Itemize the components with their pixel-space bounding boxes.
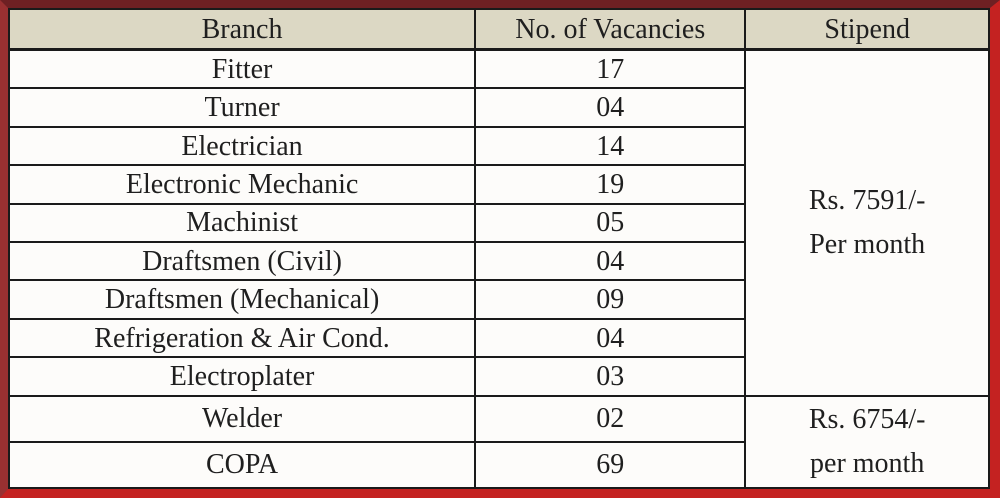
vacancies-cell: 04	[474, 317, 747, 359]
vacancies-cell: 09	[474, 279, 747, 320]
branch-cell: COPA	[7, 440, 477, 490]
table-row: Electrician 14	[7, 125, 989, 167]
header-stipend: Stipend	[744, 8, 990, 51]
vacancies-cell: 03	[474, 356, 747, 397]
table-row: Machinist 05	[7, 202, 989, 244]
stipend-period: per month	[810, 447, 925, 479]
header-vacancies: No. of Vacancies	[474, 8, 747, 51]
branch-cell: Electrician	[7, 125, 477, 167]
table-row: Draftsmen (Mechanical) 09	[7, 279, 989, 320]
vacancy-table: Branch No. of Vacancies Stipend Fitter 1…	[7, 8, 990, 490]
branch-cell: Electroplater	[7, 356, 477, 397]
table-row: Fitter 17 Rs. 7591/- Per month	[7, 48, 990, 397]
vacancies-cell: 14	[474, 125, 747, 167]
vacancies-cell: 04	[474, 87, 747, 128]
vacancies-cell: 04	[474, 241, 747, 282]
branch-cell: Draftsmen (Civil)	[7, 241, 477, 282]
table-row: Draftsmen (Civil) 04	[7, 241, 989, 282]
header-row: Branch No. of Vacancies Stipend	[7, 8, 990, 51]
vacancies-cell: 19	[474, 164, 747, 205]
vacancies-cell: 05	[474, 202, 747, 244]
branch-cell: Draftsmen (Mechanical)	[7, 279, 477, 320]
table-header: Branch No. of Vacancies Stipend	[7, 8, 990, 51]
vacancies-cell: 69	[474, 440, 747, 490]
stipend-cell: Rs. 7591/- Per month	[744, 48, 990, 397]
branch-cell: Electronic Mechanic	[7, 164, 477, 205]
vacancies-cell: 17	[474, 48, 747, 90]
header-branch: Branch	[7, 8, 477, 51]
table-row: Turner 04	[7, 87, 989, 128]
table-row: Electronic Mechanic 19	[7, 164, 989, 205]
table-row: Welder 02 Rs. 6754/- per month	[7, 394, 990, 490]
vacancies-cell: 02	[474, 394, 747, 443]
branch-cell: Machinist	[7, 202, 477, 244]
stipend-cell: Rs. 6754/- per month	[744, 394, 990, 490]
table-body: Fitter 17 Rs. 7591/- Per month Turner 04…	[7, 48, 990, 490]
branch-cell: Turner	[7, 87, 477, 128]
table-row: Refrigeration & Air Cond. 04	[7, 317, 989, 359]
branch-cell: Welder	[7, 394, 477, 443]
table-row: Electroplater 03	[7, 356, 989, 397]
branch-cell: Fitter	[7, 48, 477, 90]
branch-cell: Refrigeration & Air Cond.	[7, 317, 477, 359]
stipend-amount: Rs. 7591/-	[808, 185, 926, 217]
stipend-amount: Rs. 6754/-	[808, 404, 926, 436]
table-row: COPA 69	[7, 440, 989, 490]
stipend-period: Per month	[809, 228, 926, 260]
